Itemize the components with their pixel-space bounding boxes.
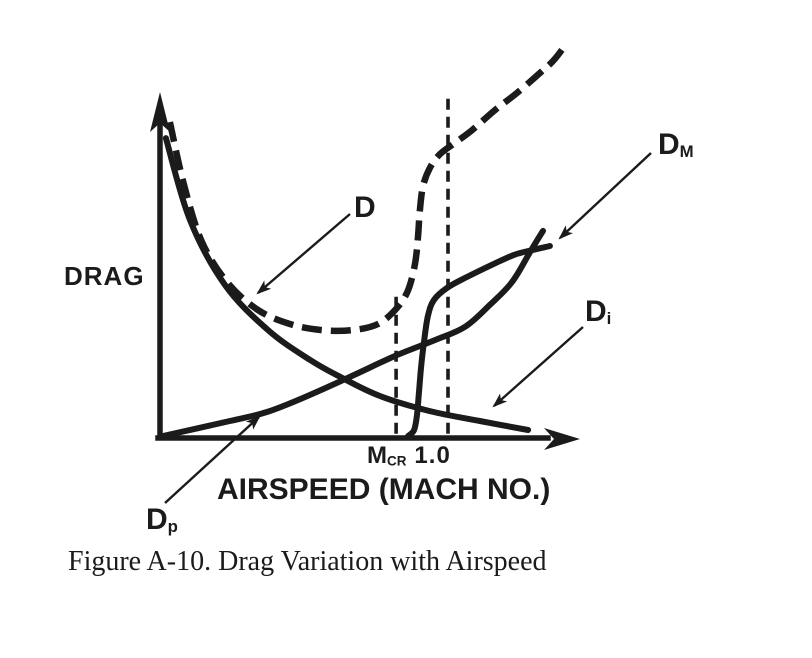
induced-drag-label: Di — [585, 295, 612, 329]
total-drag-pointer-arrow — [256, 213, 351, 295]
tick-mcr: MCR — [367, 442, 407, 469]
figure-caption: Figure A-10. Drag Variation with Airspee… — [68, 546, 547, 577]
x-axis-ticks: MCR 1.0 — [367, 444, 451, 468]
mach-drag-pointer-arrow — [558, 152, 652, 240]
total-drag-label: D — [354, 191, 376, 224]
parasite-drag-curve — [160, 227, 546, 439]
y-axis-arrowhead — [150, 92, 170, 132]
mach-drag-label: DM — [658, 128, 694, 162]
parasite-drag-pointer-arrow — [164, 415, 261, 504]
x-axis-label: AIRSPEED (MACH NO.) — [217, 473, 551, 506]
induced-drag-curve — [162, 135, 532, 433]
parasite-drag-label: Dp — [146, 503, 178, 537]
mach-drag-curve — [405, 243, 553, 439]
tick-mach-one: 1.0 — [414, 442, 451, 469]
induced-drag-pointer-arrow — [492, 326, 584, 408]
x-axis-arrowhead — [544, 428, 580, 450]
total-drag-curve — [166, 41, 570, 335]
y-axis-label: DRAG — [64, 261, 145, 291]
